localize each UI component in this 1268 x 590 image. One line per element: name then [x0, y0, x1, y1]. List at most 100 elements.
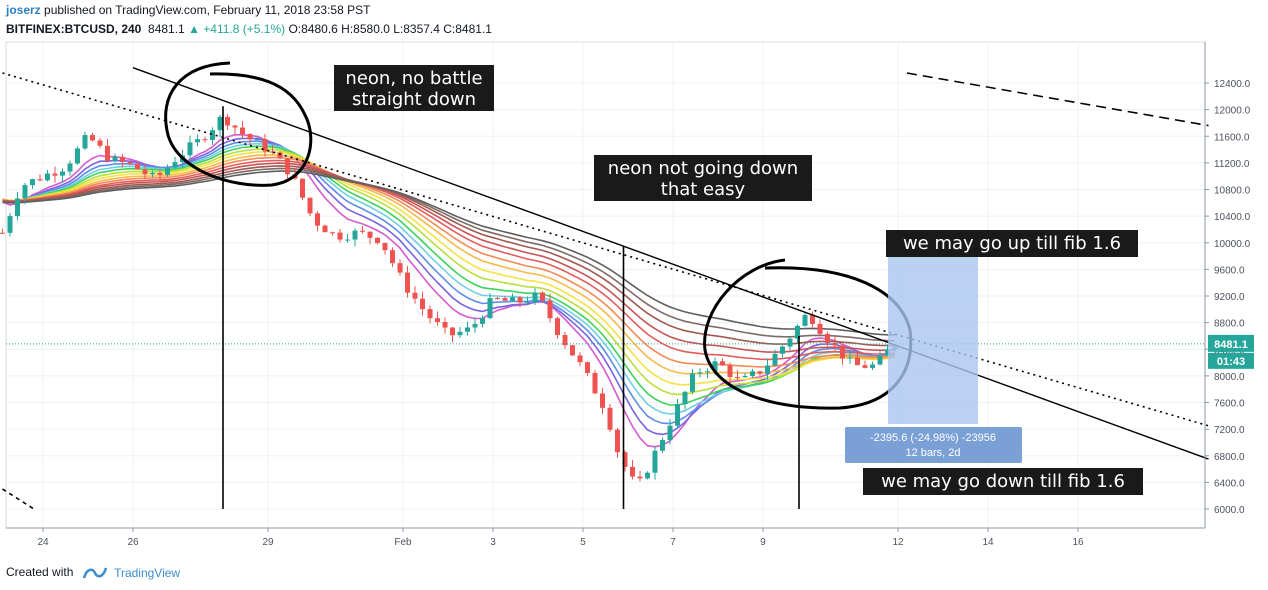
candle [90, 135, 95, 141]
ema-line [2, 156, 896, 368]
candle [690, 373, 695, 392]
ema-ribbon [2, 133, 896, 448]
candle [592, 372, 598, 394]
dotted-trendline-lower [2, 488, 35, 510]
candle [885, 349, 890, 356]
candle [472, 323, 478, 328]
candle [817, 323, 823, 334]
price-chart[interactable]: 6000.06400.06800.07200.07600.08000.08400… [0, 40, 1268, 553]
candle [465, 327, 470, 332]
candle [300, 178, 305, 198]
candle [795, 325, 800, 339]
candle [67, 163, 73, 172]
candle [742, 375, 748, 378]
measure-label-line1: -2395.6 (-24.98%) -23956 [870, 432, 996, 444]
candle [262, 139, 268, 152]
author-link[interactable]: joserz [6, 3, 41, 17]
candle [562, 335, 568, 346]
ema-line [2, 142, 896, 415]
candle [75, 148, 80, 164]
candle [195, 139, 200, 143]
candle [682, 391, 688, 405]
candle [322, 225, 328, 233]
candle [285, 158, 290, 175]
y-tick-label: 10000.0 [1214, 239, 1251, 250]
publish-text: published on TradingView.com, February 1… [40, 3, 371, 17]
candle [840, 345, 845, 359]
candle [765, 365, 770, 374]
ema-line [2, 162, 896, 353]
ema-line [2, 170, 896, 336]
candle [645, 472, 650, 479]
annotation-text: straight down [352, 89, 476, 110]
y-tick-label: 9600.0 [1214, 265, 1245, 276]
countdown-badge-text: 01:43 [1217, 356, 1245, 368]
candle [712, 361, 718, 372]
price-axis[interactable]: 6000.06400.06800.07200.07600.08000.08400… [1204, 42, 1251, 528]
candle [787, 338, 793, 347]
candle [862, 365, 868, 368]
candle [705, 371, 710, 373]
candle [652, 450, 658, 473]
candle [600, 393, 605, 408]
candle [660, 439, 665, 451]
candle [757, 371, 763, 374]
candle [217, 116, 223, 131]
hand-circle [164, 61, 313, 187]
annotation-box [334, 65, 494, 111]
candle [37, 179, 43, 181]
ema-line [2, 148, 896, 396]
candle [330, 232, 335, 234]
hand-circle [703, 258, 913, 410]
candle [697, 372, 703, 374]
candle [457, 331, 463, 336]
candle [0, 232, 5, 234]
candle [240, 127, 245, 135]
measure-label-box [845, 427, 1022, 463]
candle [615, 429, 620, 453]
candle [367, 231, 373, 238]
ema-line [2, 145, 896, 406]
tradingview-brand[interactable]: TradingView [114, 565, 181, 580]
candle [60, 171, 65, 176]
candle [120, 156, 125, 163]
y-tick-label: 8000.0 [1214, 372, 1245, 383]
y-tick-label: 11600.0 [1214, 132, 1250, 143]
candle [532, 292, 538, 302]
candle [487, 298, 493, 319]
ema-line [2, 167, 896, 342]
time-axis[interactable]: 242629Feb35791214161 [6, 527, 1268, 548]
annotation-box [594, 155, 812, 201]
y-tick-label: 10800.0 [1214, 186, 1251, 197]
measure-label-line2: 12 bars, 2d [905, 447, 960, 459]
candle [585, 362, 590, 373]
candle [15, 198, 20, 217]
publish-info: joserz published on TradingView.com, Feb… [6, 3, 370, 17]
annotation-text: we may go down till fib 1.6 [881, 471, 1125, 492]
candle [727, 365, 733, 378]
y-tick-label: 6800.0 [1214, 452, 1245, 463]
price-change: ▲ +411.8 (+5.1%) [188, 22, 286, 36]
y-tick-label: 11200.0 [1214, 159, 1250, 170]
candle [802, 314, 808, 326]
candle [495, 298, 500, 300]
candle [135, 163, 140, 170]
candle [870, 364, 875, 368]
candle [375, 237, 380, 243]
annotation-text: neon not going down [608, 158, 798, 179]
candle [405, 272, 410, 293]
x-tick-label: 14 [982, 537, 994, 548]
x-tick-label: 3 [490, 537, 496, 548]
candle [232, 125, 238, 128]
candle [480, 318, 485, 324]
candle [675, 404, 680, 426]
y-tick-label: 12400.0 [1214, 79, 1251, 90]
x-tick-label: 7 [670, 537, 676, 548]
y-tick-label: 7600.0 [1214, 399, 1245, 410]
annotation-box [863, 468, 1143, 495]
created-with-text: Created with [6, 565, 74, 579]
y-tick-label: 7200.0 [1214, 425, 1245, 436]
ohlc-values: O:8480.6 H:8580.0 L:8357.4 C:8481.1 [288, 22, 492, 36]
candle [772, 353, 778, 366]
candle [345, 239, 350, 241]
